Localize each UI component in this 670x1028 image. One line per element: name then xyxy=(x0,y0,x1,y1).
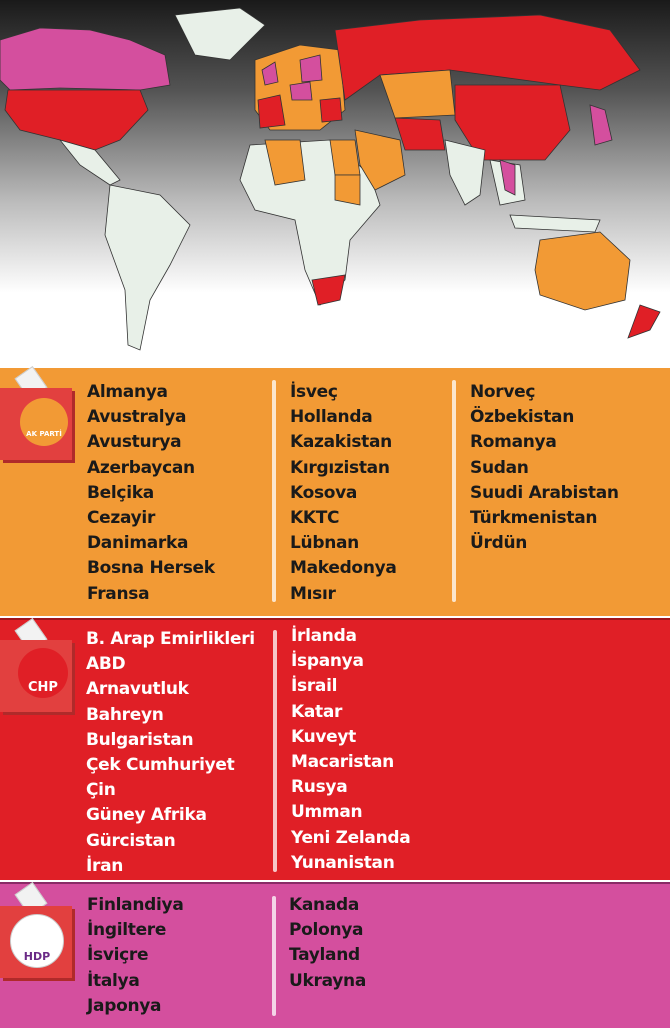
central-america xyxy=(58,139,121,186)
canada xyxy=(0,27,171,91)
usa xyxy=(4,89,149,151)
country: Tayland xyxy=(289,945,360,966)
country: B. Arap Emirlikleri xyxy=(86,629,255,649)
hdp-section: HDP Finlandiya İngiltere İsviçre İtalya Japo… xyxy=(0,882,670,1022)
country: İtalya xyxy=(87,970,140,991)
country: Almanya xyxy=(87,382,168,402)
country: Finlandiya xyxy=(87,895,184,915)
country: Ürdün xyxy=(470,533,528,554)
ballot-box-icon: AK PARTİ xyxy=(0,388,72,460)
country: Kuveyt xyxy=(291,726,356,747)
country: Belçika xyxy=(87,482,154,503)
country: Japonya xyxy=(87,995,162,1016)
country: İsveç xyxy=(290,382,338,402)
saudi-arabia xyxy=(354,129,406,191)
ak-column-1: Almanya Avustralya Avusturya Azerbaycan Belç… xyxy=(87,380,215,607)
country: Danimarka xyxy=(87,533,189,554)
chp-section: CHP B. Arap Emirlikleri ABD Arnavutluk Bahr… xyxy=(0,618,670,880)
country: Norveç xyxy=(470,382,536,402)
country: Bahreyn xyxy=(86,704,164,725)
ballot-box-icon: CHP xyxy=(0,640,72,712)
country: İspanya xyxy=(291,651,364,672)
country: Suudi Arabistan xyxy=(470,482,619,503)
country: Çek Cumhuriyet xyxy=(86,755,235,776)
country: İrlanda xyxy=(291,626,357,646)
chp-column-2: İrlanda İspanya İsrail Katar Kuveyt Macarista… xyxy=(291,624,411,876)
country: Gürcistan xyxy=(86,830,176,851)
sudan xyxy=(334,174,361,206)
country: Macaristan xyxy=(291,752,394,773)
greenland xyxy=(174,7,266,61)
country: Arnavutluk xyxy=(86,679,189,700)
country: Makedonya xyxy=(290,558,397,579)
country: İsrail xyxy=(291,676,338,697)
algeria-egypt xyxy=(264,139,361,186)
country: Romanya xyxy=(470,432,557,453)
ak-column-3: Norveç Özbekistan Romanya Sudan Suudi Arabis… xyxy=(470,380,619,556)
country: Ukrayna xyxy=(289,970,366,991)
india xyxy=(444,139,486,206)
divider xyxy=(452,380,456,602)
australia xyxy=(534,231,631,311)
divider xyxy=(272,896,276,1016)
hdp-column-2: Kanada Polonya Tayland Ukrayna xyxy=(289,893,366,994)
country: Yeni Zelanda xyxy=(291,827,411,848)
country: KKTC xyxy=(290,508,340,529)
country: İngiltere xyxy=(87,920,167,941)
country: Türkmenistan xyxy=(470,508,598,529)
country: Lübnan xyxy=(290,533,359,554)
europe-pink xyxy=(261,54,323,101)
bottom-border xyxy=(0,1022,670,1028)
country: İran xyxy=(86,855,124,876)
country: Kanada xyxy=(289,895,360,915)
country: Cezayir xyxy=(87,508,156,529)
ak-column-2: İsveç Hollanda Kazakistan Kırgızistan Kosova… xyxy=(290,380,397,607)
south-america xyxy=(104,184,191,351)
country: Polonya xyxy=(289,920,364,941)
central-asia xyxy=(379,69,456,119)
country: Umman xyxy=(291,802,363,823)
country: Özbekistan xyxy=(470,407,574,428)
hdp-column-1: Finlandiya İngiltere İsviçre İtalya Japonya xyxy=(87,893,184,1019)
country: Hollanda xyxy=(290,407,373,428)
divider xyxy=(273,630,277,872)
russia xyxy=(334,14,641,101)
europe-red xyxy=(257,94,343,129)
africa xyxy=(239,139,381,306)
divider xyxy=(272,380,276,602)
country: Bosna Hersek xyxy=(87,558,215,579)
thailand xyxy=(499,159,516,196)
middle-east-red xyxy=(394,117,446,151)
country: Yunanistan xyxy=(291,852,395,873)
country: Sudan xyxy=(470,457,529,478)
ballot-box-icon: HDP xyxy=(0,906,72,978)
new-zealand xyxy=(627,304,661,339)
world-map xyxy=(0,0,670,366)
country: Mısır xyxy=(290,583,336,604)
country: Çin xyxy=(86,780,116,801)
country: Kosova xyxy=(290,482,358,503)
country: ABD xyxy=(86,654,126,675)
japan xyxy=(589,104,613,146)
country: Rusya xyxy=(291,777,348,798)
chp-logo: CHP xyxy=(18,648,68,698)
country: Azerbaycan xyxy=(87,457,195,478)
hdp-logo: HDP xyxy=(10,914,64,968)
south-africa xyxy=(311,274,346,306)
ak-parti-section: AK PARTİ Almanya Avustralya Avusturya Azerb… xyxy=(0,366,670,616)
country: İsviçre xyxy=(87,945,149,966)
country: Avustralya xyxy=(87,407,187,428)
chp-column-1: B. Arap Emirlikleri ABD Arnavutluk Bahreyn B… xyxy=(86,627,255,879)
country: Bulgaristan xyxy=(86,729,194,750)
country: Kırgızistan xyxy=(290,457,390,478)
country: Katar xyxy=(291,701,343,722)
country: Güney Afrika xyxy=(86,805,207,826)
china xyxy=(454,84,571,161)
country: Kazakistan xyxy=(290,432,392,453)
ak-parti-logo: AK PARTİ xyxy=(20,398,68,446)
indonesia xyxy=(509,214,601,233)
country: Fransa xyxy=(87,583,150,604)
country: Avusturya xyxy=(87,432,182,453)
